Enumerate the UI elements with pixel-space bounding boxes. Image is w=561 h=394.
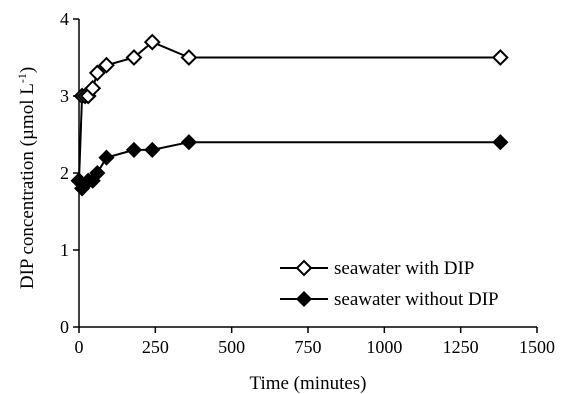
legend-entry-with-dip: seawater with DIP [280, 258, 474, 279]
legend-open-diamond-icon [295, 259, 313, 277]
data-point-open-diamond [491, 49, 509, 66]
y-tick-label: 2 [60, 163, 69, 183]
y-tick-label: 4 [60, 9, 69, 29]
series-1 [70, 33, 509, 190]
data-point-filled-diamond [89, 164, 106, 182]
y-axis-label: DIP concentration (µmol L-1) [15, 67, 38, 289]
data-point-filled-diamond [144, 141, 161, 158]
legend-filled-diamond-icon [295, 290, 313, 308]
data-point-filled-diamond [492, 134, 509, 151]
y-tick-label: 0 [60, 317, 69, 337]
x-tick-label: 250 [142, 337, 169, 357]
x-tick-label: 1500 [519, 337, 555, 357]
x-tick-label: 500 [218, 337, 245, 357]
y-axis-label-superscript: -1 [15, 73, 29, 83]
x-axis-label: Time (minutes) [250, 373, 367, 394]
legend-label-with-dip: seawater with DIP [334, 258, 474, 279]
y-axis-label-main: DIP concentration (µmol L [17, 83, 38, 289]
series-line [78, 141, 501, 190]
ticks: 0 250 500 750 1000 1250 1500 0 1 2 3 4 [60, 9, 555, 357]
series-layer [70, 33, 509, 197]
legend: seawater with DIP seawater without DIP [280, 258, 499, 310]
axes [78, 19, 537, 328]
data-point-open-diamond [98, 56, 115, 74]
data-point-filled-diamond [180, 134, 197, 151]
legend-entry-without-dip: seawater without DIP [280, 289, 499, 310]
series-2 [70, 134, 509, 197]
data-point-open-diamond [180, 49, 198, 66]
data-point-open-diamond [84, 79, 102, 97]
x-tick-label: 0 [75, 337, 84, 357]
y-axis-label-close: ) [17, 67, 38, 73]
data-point-open-diamond [88, 64, 106, 82]
data-point-open-diamond [125, 49, 143, 66]
x-tick-label: 750 [295, 337, 322, 357]
data-point-filled-diamond [98, 149, 115, 166]
series-line [78, 41, 501, 181]
y-tick-label: 3 [60, 86, 69, 106]
x-tick-label: 1250 [443, 337, 479, 357]
y-tick-label: 1 [60, 240, 69, 260]
data-point-filled-diamond [125, 141, 143, 158]
legend-label-without-dip: seawater without DIP [334, 289, 499, 310]
data-point-open-diamond [143, 33, 161, 51]
x-tick-label: 1000 [366, 337, 402, 357]
